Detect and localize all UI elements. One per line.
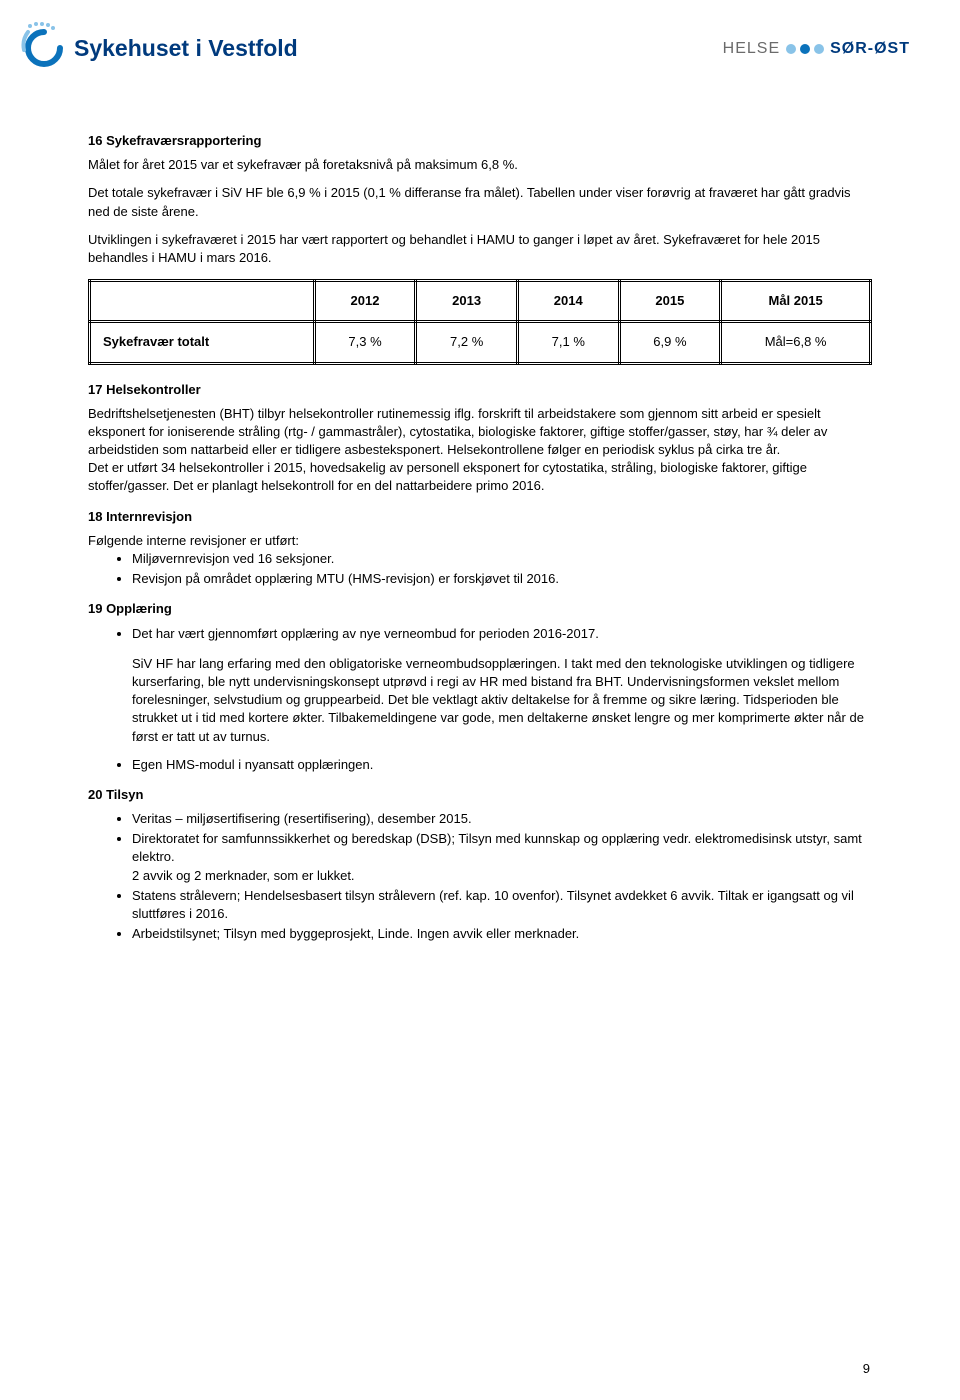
table-cell: Mål=6,8 %: [721, 322, 871, 363]
section-20-list: Veritas – miljøsertifisering (resertifis…: [88, 810, 872, 943]
table-header-cell: Mål 2015: [721, 281, 871, 322]
section-19-list2: Egen HMS-modul i nyansatt opplæringen.: [88, 756, 872, 774]
table-header-cell: [90, 281, 315, 322]
list-item: Veritas – miljøsertifisering (resertifis…: [132, 810, 872, 828]
dot-icon: [814, 44, 824, 54]
list-item-para: SiV HF har lang erfaring med den obligat…: [132, 655, 872, 746]
list-item: Det har vært gjennomført opplæring av ny…: [132, 625, 872, 746]
list-item: Egen HMS-modul i nyansatt opplæringen.: [132, 756, 872, 774]
hospital-logo-icon: [20, 20, 68, 68]
table-cell: 6,9 %: [619, 322, 721, 363]
section-17-heading: 17 Helsekontroller: [88, 381, 872, 399]
list-item: Revisjon på området opplæring MTU (HMS-r…: [132, 570, 872, 588]
list-item: Direktoratet for samfunnssikkerhet og be…: [132, 830, 872, 885]
section-18-heading: 18 Internrevisjon: [88, 508, 872, 526]
section-16-p2: Det totale sykefravær i SiV HF ble 6,9 %…: [88, 184, 872, 220]
sykefravær-table: 2012 2013 2014 2015 Mål 2015 Sykefravær …: [88, 279, 872, 364]
list-item: Miljøvernrevisjon ved 16 seksjoner.: [132, 550, 872, 568]
list-item: Statens strålevern; Hendelsesbasert tils…: [132, 887, 872, 923]
dot-icon: [786, 44, 796, 54]
logo-left-text: Sykehuset i Vestfold: [74, 32, 298, 64]
logo-right-text2: SØR-ØST: [830, 38, 910, 60]
table-row-label: Sykefravær totalt: [90, 322, 315, 363]
page-header: Sykehuset i Vestfold HELSE SØR-ØST: [0, 0, 960, 80]
section-16-heading: 16 Sykefraværsrapportering: [88, 132, 872, 150]
table-cell: 7,2 %: [416, 322, 518, 363]
document-body: 16 Sykefraværsrapportering Målet for åre…: [0, 80, 960, 973]
section-18-list: Miljøvernrevisjon ved 16 seksjoner. Revi…: [88, 550, 872, 588]
table-header-cell: 2013: [416, 281, 518, 322]
logo-right: HELSE SØR-ØST: [723, 38, 910, 60]
table-header-row: 2012 2013 2014 2015 Mål 2015: [90, 281, 871, 322]
table-cell: 7,3 %: [314, 322, 416, 363]
list-item-text: Det har vært gjennomført opplæring av ny…: [132, 626, 599, 641]
section-16-p3: Utviklingen i sykefraværet i 2015 har væ…: [88, 231, 872, 267]
logo-right-text1: HELSE: [723, 38, 780, 60]
section-16-p1: Målet for året 2015 var et sykefravær på…: [88, 156, 872, 174]
table-header-cell: 2015: [619, 281, 721, 322]
dot-icon: [800, 44, 810, 54]
section-17-p2: Det er utført 34 helsekontroller i 2015,…: [88, 459, 872, 495]
table-header-cell: 2012: [314, 281, 416, 322]
table-cell: 7,1 %: [517, 322, 619, 363]
list-item: Arbeidstilsynet; Tilsyn med byggeprosjek…: [132, 925, 872, 943]
page-number: 9: [863, 1360, 870, 1378]
section-17-p1: Bedriftshelsetjenesten (BHT) tilbyr hels…: [88, 405, 872, 460]
section-19-list: Det har vært gjennomført opplæring av ny…: [88, 625, 872, 746]
table-row: Sykefravær totalt 7,3 % 7,2 % 7,1 % 6,9 …: [90, 322, 871, 363]
logo-right-dots-icon: [786, 44, 824, 54]
table-header-cell: 2014: [517, 281, 619, 322]
section-19-heading: 19 Opplæring: [88, 600, 872, 618]
section-18-intro: Følgende interne revisjoner er utført:: [88, 532, 872, 550]
logo-left: Sykehuset i Vestfold: [20, 20, 298, 68]
section-20-heading: 20 Tilsyn: [88, 786, 872, 804]
